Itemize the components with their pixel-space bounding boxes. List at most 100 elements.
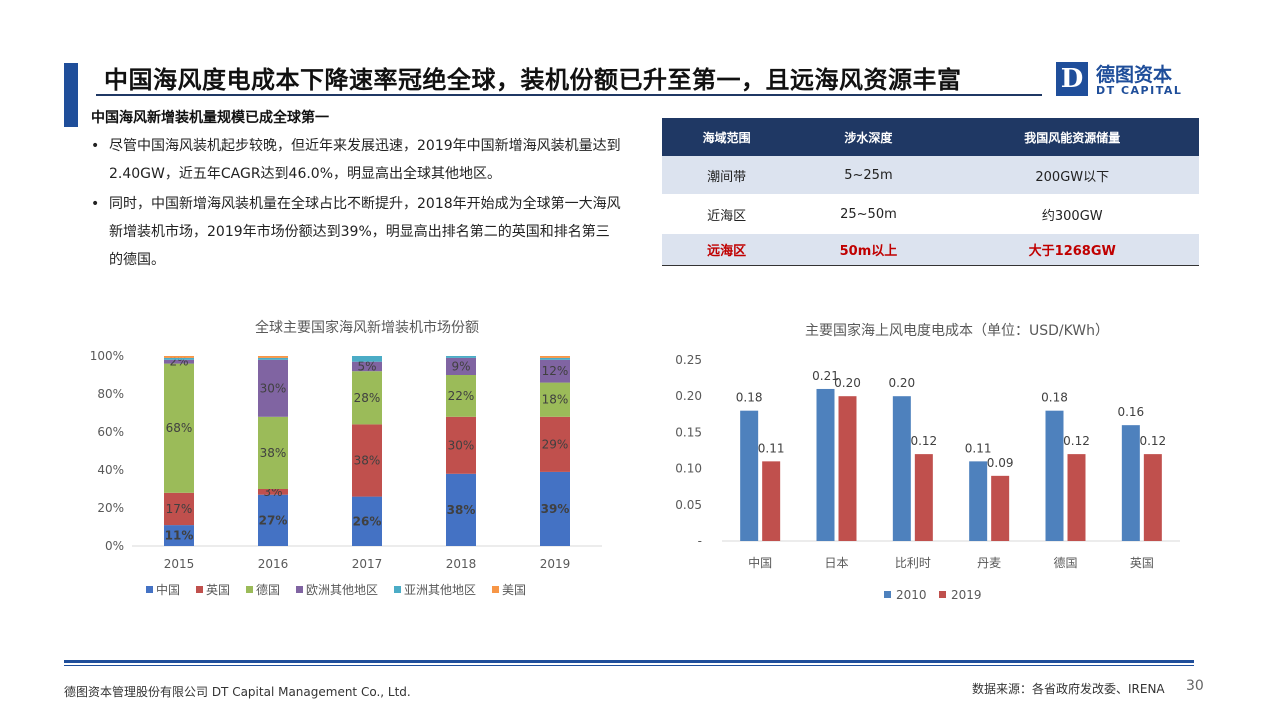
legend-swatch	[196, 586, 203, 593]
data-label: 0.12	[1139, 434, 1166, 448]
bar-segment	[352, 496, 382, 546]
table-cell: 200GW以下	[945, 156, 1199, 194]
data-label: 0.18	[1041, 391, 1068, 405]
bar-segment	[164, 492, 194, 526]
data-label: 29%	[542, 437, 569, 451]
bar-segment	[446, 375, 476, 417]
y-tick-label: 100%	[90, 349, 124, 363]
bar-segment	[540, 382, 570, 417]
data-label: 28%	[354, 391, 381, 405]
bar-segment	[446, 416, 476, 474]
y-tick-label: 80%	[97, 387, 124, 401]
y-tick-label: 20%	[97, 501, 124, 515]
table-cell: 近海区	[662, 194, 792, 234]
bar-segment	[164, 359, 194, 364]
table-cell: 潮间带	[662, 156, 792, 194]
bar-segment	[446, 473, 476, 546]
data-label: 0.18	[736, 391, 763, 405]
data-label: 0.21	[812, 369, 839, 383]
y-tick-label: 0.25	[675, 353, 702, 367]
data-label: 0.12	[910, 434, 937, 448]
legend-swatch	[884, 591, 891, 598]
data-label: 0.20	[834, 376, 861, 390]
legend-label: 2019	[951, 588, 982, 602]
legend-label: 美国	[502, 583, 526, 597]
bar	[816, 388, 835, 541]
x-tick-label: 丹麦	[977, 556, 1001, 570]
legend-swatch	[246, 586, 253, 593]
table-cell: 约300GW	[945, 194, 1199, 234]
data-label: 0.11	[965, 441, 992, 455]
legend-label: 德国	[256, 582, 280, 597]
footer-rule	[64, 660, 1194, 663]
data-label: 27%	[259, 513, 288, 527]
data-label: 68%	[166, 421, 193, 435]
data-label: 0.20	[888, 376, 915, 390]
table-row: 潮间带 5~25m 200GW以下	[662, 156, 1199, 194]
bar-segment	[258, 356, 288, 358]
bullet-list: 尽管中国海风装机起步较晚，但近年来发展迅速，2019年中国新增海风装机量达到2.…	[91, 132, 621, 276]
table-cell: 5~25m	[791, 156, 946, 194]
x-tick-label: 日本	[824, 556, 848, 570]
bar	[1067, 454, 1086, 541]
company-logo: D 德图资本 DT CAPITAL	[1056, 60, 1226, 100]
bar-segment	[540, 416, 570, 472]
table-cell: 25~50m	[791, 194, 946, 234]
table-header-cell: 海域范围	[662, 118, 792, 156]
footer-company: 德图资本管理股份有限公司 DT Capital Management Co., …	[64, 685, 411, 699]
bar	[740, 410, 759, 541]
page-title: 中国海风度电成本下降速率冠绝全球，装机份额已升至第一，且远海风资源丰富	[104, 66, 962, 94]
bar-segment	[258, 489, 288, 495]
bar-segment	[540, 471, 570, 546]
page-number: 30	[1186, 678, 1204, 694]
y-tick-label: 40%	[97, 463, 124, 477]
legend-label: 2010	[896, 588, 927, 602]
legend-label: 中国	[156, 582, 180, 597]
data-label: 12%	[542, 364, 569, 378]
wind-resource-table: 海域范围 涉水深度 我国风能资源储量 潮间带 5~25m 200GW以下 近海区…	[662, 118, 1199, 266]
section-subtitle: 中国海风新增装机量规模已成全球第一	[91, 110, 329, 126]
table-header-cell: 涉水深度	[791, 118, 946, 156]
table-cell: 大于1268GW	[945, 234, 1199, 266]
legend-label: 亚洲其他地区	[404, 583, 476, 597]
bar-segment	[446, 356, 476, 358]
bar-segment	[258, 494, 288, 546]
data-label: 17%	[166, 502, 193, 516]
y-tick-label: 0.20	[675, 389, 702, 403]
bar	[969, 461, 988, 541]
bullet-item: 同时，中国新增海风装机量在全球占比不断提升，2018年开始成为全球第一大海风新增…	[91, 190, 621, 274]
logo-cn-text: 德图资本	[1096, 64, 1173, 86]
logo-en-text: DT CAPITAL	[1096, 84, 1183, 97]
bar-segment	[540, 356, 570, 358]
bar	[838, 396, 857, 541]
data-label: 0.11	[758, 441, 785, 455]
x-tick-label: 2017	[352, 557, 383, 571]
legend-label: 英国	[206, 583, 230, 597]
bar	[1121, 425, 1140, 541]
data-label: 11%	[165, 529, 194, 543]
data-label: 38%	[354, 454, 381, 468]
market-share-chart: 全球主要国家海风新增装机市场份额 0% 20% 40% 60% 80% 100% 11% 17%…	[90, 319, 602, 597]
y-tick-label: -	[698, 534, 702, 548]
table-row: 近海区 25~50m 约300GW	[662, 194, 1199, 234]
data-label: 0.16	[1117, 405, 1144, 419]
bar-segment	[352, 424, 382, 497]
bar-segment	[352, 361, 382, 372]
x-tick-label: 德国	[1053, 555, 1077, 570]
table-header-cell: 我国风能资源储量	[945, 118, 1199, 156]
bar-segment	[164, 363, 194, 493]
bar-segment	[446, 357, 476, 375]
x-tick-label: 英国	[1130, 556, 1154, 570]
x-tick-label: 比利时	[895, 556, 931, 570]
bar-segment	[540, 359, 570, 383]
legend-swatch	[146, 586, 153, 593]
legend-swatch	[394, 586, 401, 593]
legend-swatch	[492, 586, 499, 593]
bullet-item: 尽管中国海风装机起步较晚，但近年来发展迅速，2019年中国新增海风装机量达到2.…	[91, 132, 621, 188]
bar-segment	[258, 359, 288, 417]
x-tick-label: 2015	[164, 557, 195, 571]
bar-segment	[258, 416, 288, 489]
bar-segment	[258, 357, 288, 360]
data-label: 26%	[353, 514, 382, 528]
y-tick-label: 0.05	[675, 498, 702, 512]
